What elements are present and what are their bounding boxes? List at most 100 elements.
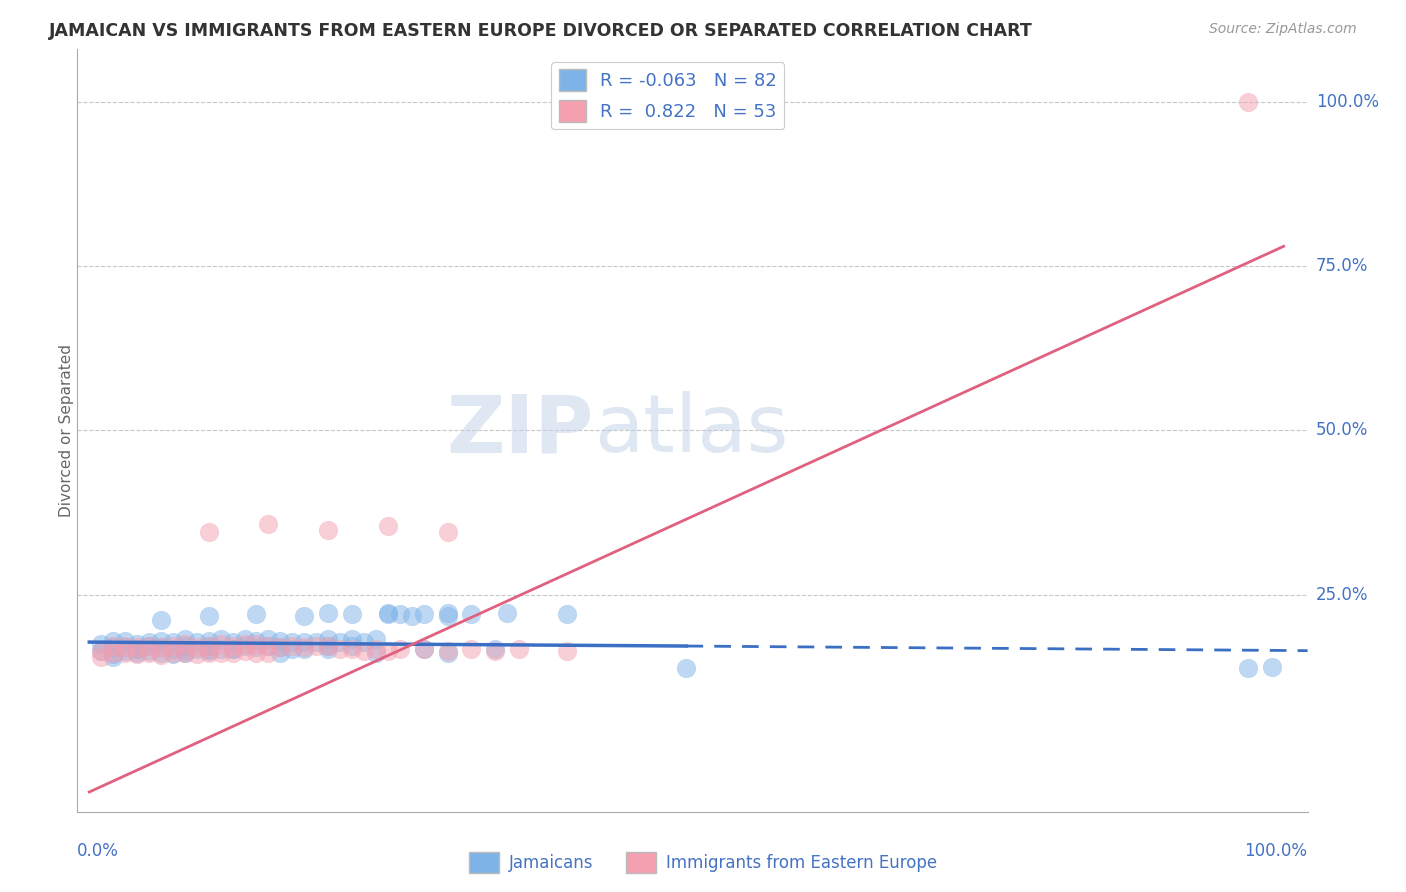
Point [233,632,256,647]
Point [221,646,243,660]
Point [257,639,280,653]
Point [125,646,148,660]
Point [149,640,172,655]
Point [149,613,172,627]
Point [555,643,578,657]
Point [149,640,172,655]
Point [125,637,148,651]
Point [101,650,124,665]
Text: 75.0%: 75.0% [1316,257,1368,275]
Point [292,608,315,623]
Text: 25.0%: 25.0% [1316,586,1368,604]
Point [281,639,304,653]
Point [388,641,411,656]
Text: 100.0%: 100.0% [1316,93,1379,111]
Point [496,606,519,620]
Point [149,648,172,663]
Point [1237,661,1260,675]
Text: 0.0%: 0.0% [77,842,120,860]
Point [173,646,195,660]
Point [125,641,148,656]
Point [257,516,280,531]
Point [197,633,219,648]
Point [173,646,195,660]
Point [138,639,160,653]
Point [257,639,280,653]
Point [484,643,506,657]
Point [305,635,328,649]
Point [316,606,339,620]
Point [233,639,256,653]
Point [1237,95,1260,109]
Point [114,639,136,653]
Point [245,633,267,648]
Point [209,641,232,656]
Point [90,637,112,651]
Point [555,607,578,622]
Point [460,641,482,656]
Text: JAMAICAN VS IMMIGRANTS FROM EASTERN EUROPE DIVORCED OR SEPARATED CORRELATION CHA: JAMAICAN VS IMMIGRANTS FROM EASTERN EURO… [49,22,1033,40]
Point [316,632,339,647]
Point [101,639,124,653]
Point [233,643,256,657]
Point [101,647,124,661]
Point [329,635,352,649]
Point [245,640,267,655]
Point [364,632,387,647]
Point [114,646,136,660]
Y-axis label: Divorced or Separated: Divorced or Separated [59,344,73,516]
Point [90,643,112,657]
Legend: R = -0.063   N = 82, R =  0.822   N = 53: R = -0.063 N = 82, R = 0.822 N = 53 [551,62,785,129]
Point [412,607,434,622]
Point [173,632,195,647]
Point [221,641,243,656]
Point [353,635,375,649]
Point [138,646,160,660]
Point [257,632,280,647]
Point [675,661,697,675]
Point [90,643,112,657]
Legend: Jamaicans, Immigrants from Eastern Europe: Jamaicans, Immigrants from Eastern Europ… [461,846,945,880]
Point [221,639,243,653]
Point [138,643,160,657]
Point [197,641,219,656]
Point [484,641,506,656]
Point [269,640,291,655]
Point [221,641,243,656]
Point [162,646,184,660]
Point [138,639,160,653]
Point [149,646,172,660]
Point [197,639,219,653]
Point [197,525,219,540]
Point [305,639,328,653]
Point [412,641,434,656]
Point [340,641,363,656]
Point [460,607,482,622]
Text: ZIP: ZIP [447,392,595,469]
Point [436,525,458,540]
Point [340,607,363,622]
Point [292,635,315,649]
Point [173,643,195,657]
Point [508,641,530,656]
Point [245,607,267,622]
Point [377,518,399,533]
Text: atlas: atlas [595,392,789,469]
Point [233,637,256,651]
Point [138,635,160,649]
Point [436,643,458,657]
Point [364,646,387,660]
Point [364,641,387,656]
Point [101,646,124,660]
Point [125,641,148,656]
Point [1261,660,1284,674]
Point [162,641,184,656]
Point [209,646,232,660]
Point [340,639,363,653]
Point [436,606,458,620]
Point [353,643,375,657]
Point [114,643,136,657]
Point [269,646,291,660]
Point [401,608,423,623]
Point [197,643,219,657]
